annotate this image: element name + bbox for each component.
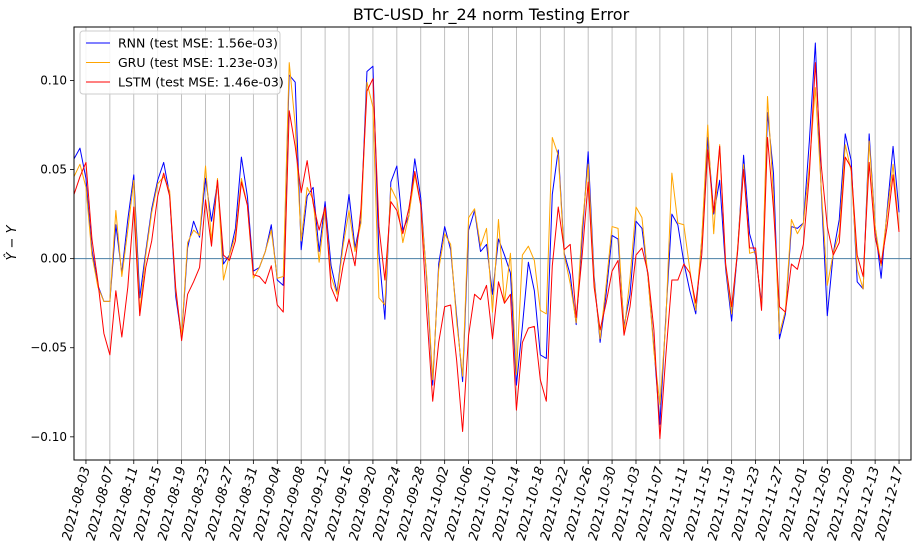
- y-axis-label: Ŷ − Y: [4, 224, 20, 260]
- y-tick-label: −0.05: [30, 341, 67, 355]
- y-tick-label: 0.10: [40, 73, 67, 87]
- legend-item: LSTM (test MSE: 1.46e-03): [86, 75, 284, 90]
- series-lstm: [73, 62, 900, 440]
- y-tick-label: 0.00: [40, 252, 67, 266]
- legend-box: [79, 30, 281, 95]
- series-layer: [73, 42, 900, 440]
- series-line: [73, 62, 900, 440]
- y-tick-label: −0.10: [30, 430, 67, 444]
- legend-label: GRU (test MSE: 1.23e-03): [118, 55, 278, 70]
- x-grid-lines: [85, 27, 900, 460]
- x-axis-ticks: 2021-08-032021-08-072021-08-112021-08-15…: [60, 460, 907, 542]
- legend-item: GRU (test MSE: 1.23e-03): [86, 55, 278, 70]
- legend: RNN (test MSE: 1.56e-03) GRU (test MSE: 1…: [79, 30, 284, 95]
- legend-item: RNN (test MSE: 1.56e-03): [86, 36, 278, 51]
- legend-label: LSTM (test MSE: 1.46e-03): [118, 75, 284, 90]
- chart-title: BTC-USD_hr_24 norm Testing Error: [353, 5, 630, 25]
- y-axis-ticks: −0.10 −0.05 0.00 0.05 0.10: [30, 73, 74, 444]
- legend-label: RNN (test MSE: 1.56e-03): [118, 36, 278, 51]
- y-tick-label: 0.05: [40, 163, 67, 177]
